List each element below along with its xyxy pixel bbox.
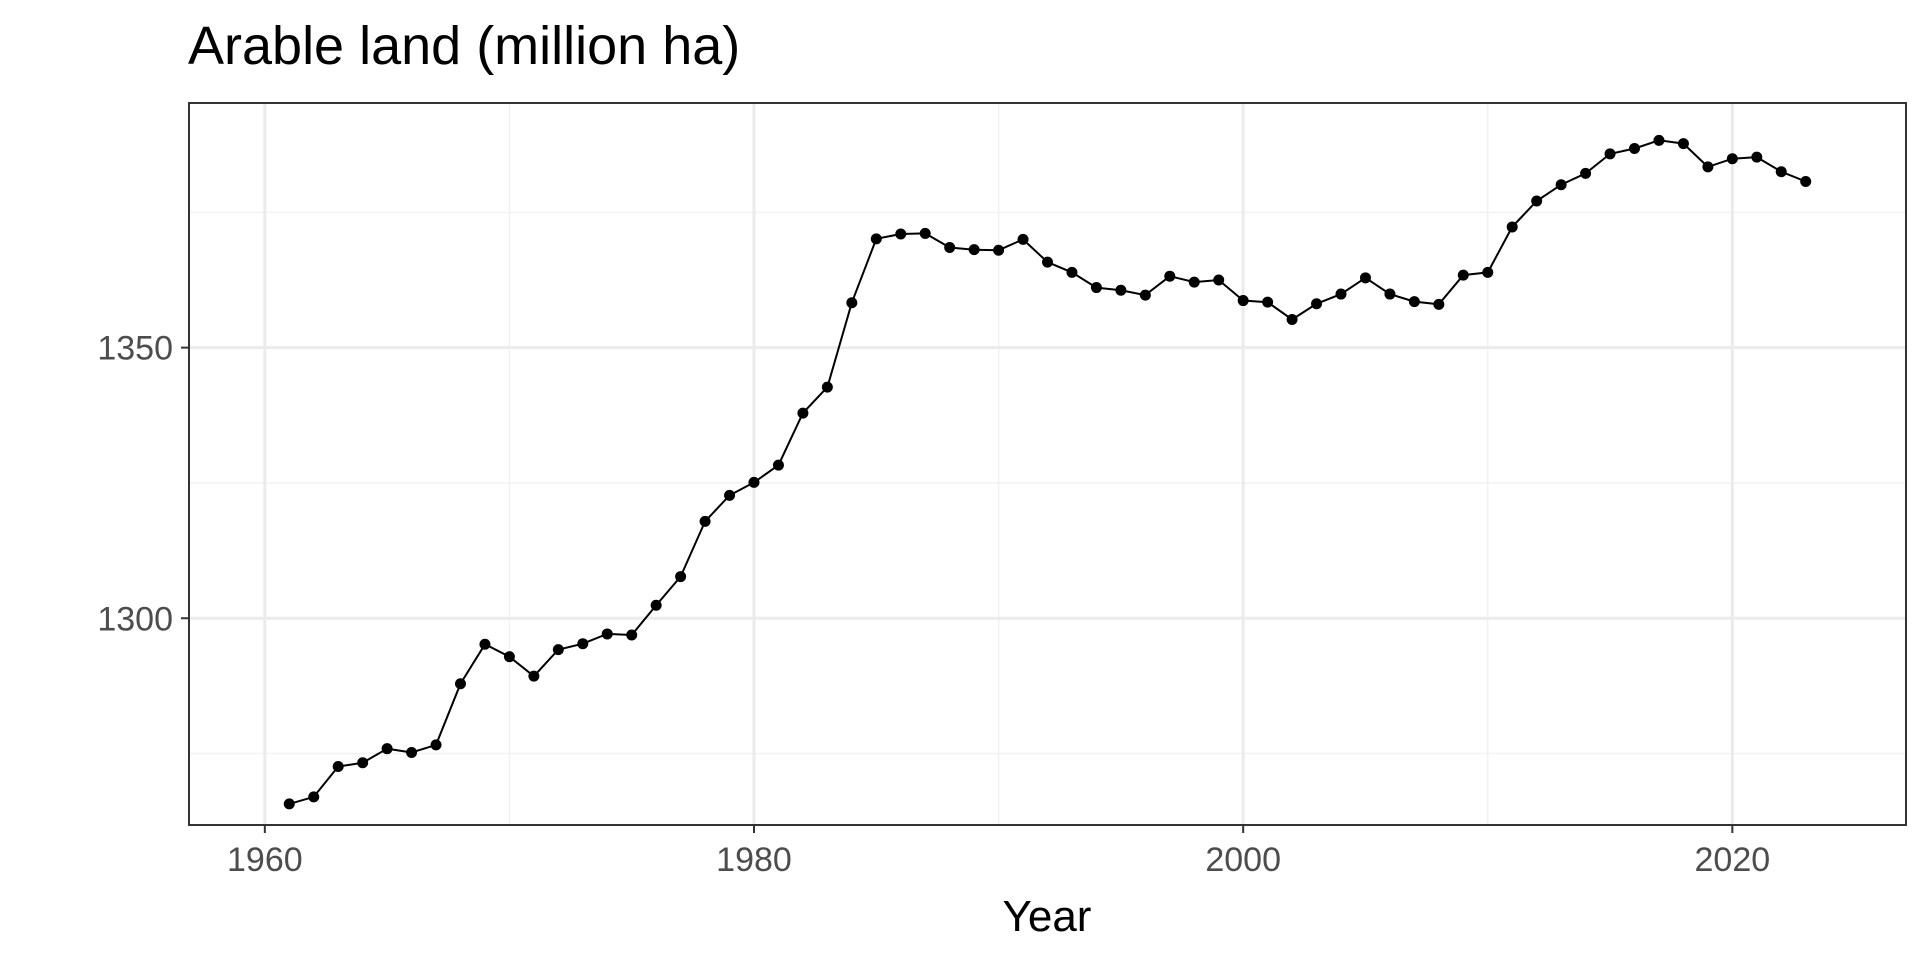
data-point <box>1506 221 1518 233</box>
panel-border <box>188 102 1907 826</box>
data-point <box>381 743 393 755</box>
data-point <box>1629 142 1641 154</box>
data-point <box>895 228 907 240</box>
data-point <box>1433 298 1445 310</box>
data-point <box>1604 148 1616 160</box>
series-layer <box>283 134 1812 810</box>
data-point <box>650 599 662 611</box>
data-point <box>430 739 442 751</box>
data-point <box>1286 313 1298 325</box>
data-point <box>821 381 833 393</box>
data-point <box>308 791 320 803</box>
data-point <box>1090 282 1102 294</box>
x-tick-label: 1980 <box>716 841 792 879</box>
data-point <box>1017 233 1029 245</box>
data-point <box>724 489 736 501</box>
data-point <box>357 757 369 769</box>
data-point <box>1335 288 1347 300</box>
data-point <box>1482 266 1494 278</box>
data-point <box>1531 195 1543 207</box>
series-line <box>289 139 1807 805</box>
data-point <box>1384 288 1396 300</box>
y-tick-label: 1350 <box>97 330 173 368</box>
x-tick-label: 2020 <box>1695 841 1771 879</box>
chart-title: Arable land (million ha) <box>188 16 740 76</box>
y-tick-label: 1300 <box>97 600 173 638</box>
data-point <box>283 798 295 810</box>
data-point <box>846 297 858 309</box>
x-tick-label: 1960 <box>227 841 303 879</box>
data-point <box>577 638 589 650</box>
data-point <box>454 678 466 690</box>
data-point <box>1677 138 1689 150</box>
grid <box>189 103 1906 825</box>
data-point <box>748 476 760 488</box>
data-point <box>1213 274 1225 286</box>
data-point <box>870 233 882 245</box>
data-point <box>552 644 564 656</box>
data-point <box>1408 296 1420 308</box>
data-point <box>1066 266 1078 278</box>
data-point <box>479 638 491 650</box>
data-point <box>944 242 956 254</box>
data-point <box>1555 179 1567 191</box>
data-point <box>1262 296 1274 308</box>
data-point <box>1653 134 1665 146</box>
data-point <box>1311 298 1323 310</box>
data-point <box>797 407 809 419</box>
data-point <box>1237 295 1249 307</box>
data-point <box>968 244 980 256</box>
data-point <box>1188 276 1200 288</box>
data-point <box>993 244 1005 256</box>
data-point <box>699 515 711 527</box>
data-point <box>1359 272 1371 284</box>
data-point <box>332 761 344 773</box>
data-point <box>406 746 418 758</box>
data-point <box>1751 151 1763 163</box>
data-point <box>626 629 638 641</box>
data-point <box>1164 270 1176 282</box>
data-point <box>919 227 931 239</box>
x-tick-label: 2000 <box>1205 841 1281 879</box>
data-point <box>1457 269 1469 281</box>
data-point <box>1139 289 1151 301</box>
data-point <box>1042 256 1053 268</box>
data-point <box>1800 175 1812 187</box>
data-point <box>1775 166 1787 178</box>
x-axis-title: Year <box>1003 892 1092 941</box>
data-point <box>772 459 784 471</box>
data-point <box>1702 161 1714 173</box>
data-point <box>1580 167 1592 179</box>
data-point <box>528 670 540 682</box>
data-point <box>1726 153 1738 165</box>
data-point <box>503 651 515 663</box>
axes: 1960 1980 2000 2020 1300 1350 <box>97 330 1770 879</box>
data-point <box>675 571 687 583</box>
data-point <box>1115 284 1127 296</box>
data-point <box>601 628 613 640</box>
